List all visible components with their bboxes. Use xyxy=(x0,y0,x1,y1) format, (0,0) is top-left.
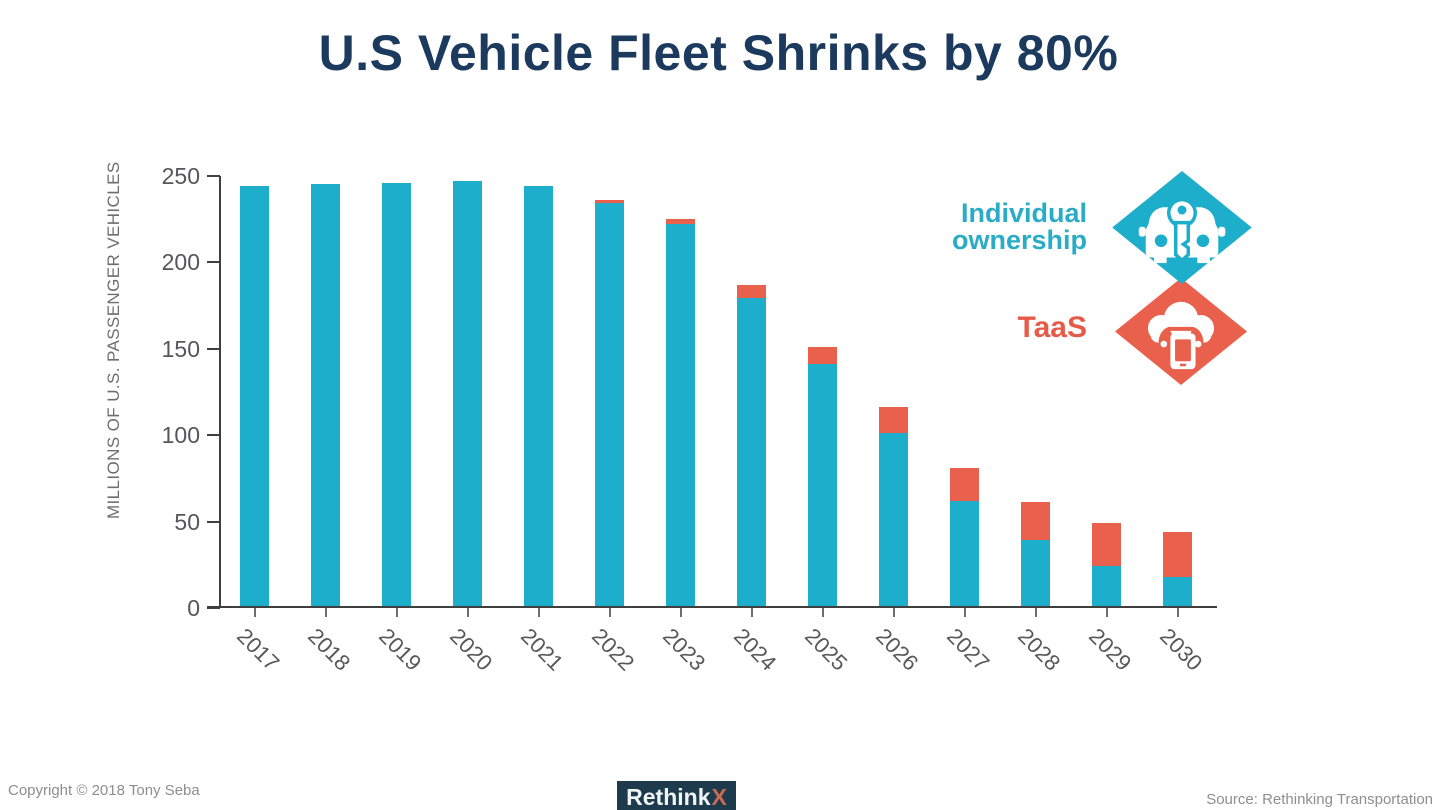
bar-2020-individual-ownership xyxy=(453,180,482,606)
bar-2026-individual-ownership xyxy=(879,433,908,606)
bar-2022-individual-ownership xyxy=(595,203,624,606)
x-tick-2025 xyxy=(821,608,824,617)
bar-2027-individual-ownership xyxy=(950,500,979,606)
x-tick-2023 xyxy=(679,608,682,617)
y-axis-title: MILLIONS OF U.S. PASSENGER VEHICLES xyxy=(104,161,123,520)
x-tick-2029 xyxy=(1105,608,1108,617)
x-tick-label-2030: 2030 xyxy=(1154,623,1207,676)
smartphone-icon xyxy=(1170,333,1196,370)
car-with-key-diamond-icon xyxy=(1112,171,1252,284)
y-tick-50 xyxy=(207,520,220,523)
x-tick-2026 xyxy=(892,608,895,617)
y-tick-200 xyxy=(207,261,220,264)
x-tick-2024 xyxy=(750,608,753,617)
bar-2027-taas xyxy=(950,467,979,501)
bar-2023-taas xyxy=(666,218,695,225)
y-axis-line xyxy=(219,176,221,608)
rethinkx-logo: Rethink X xyxy=(617,781,736,810)
y-tick-label-200: 200 xyxy=(161,249,200,276)
rethinkx-logo-x: X xyxy=(711,784,727,810)
bar-2030-taas xyxy=(1163,531,1192,577)
x-tick-2018 xyxy=(324,608,327,617)
legend-label-individual-ownership: Individual ownership xyxy=(951,198,1087,255)
bar-2029-individual-ownership xyxy=(1092,566,1121,606)
bar-2028-individual-ownership xyxy=(1021,540,1050,606)
key-icon xyxy=(1167,197,1197,263)
bar-2024-individual-ownership xyxy=(737,298,766,606)
y-tick-150 xyxy=(207,347,220,350)
y-tick-100 xyxy=(207,434,220,437)
x-tick-label-2026: 2026 xyxy=(870,623,923,676)
x-axis-line xyxy=(207,606,1217,608)
x-tick-2028 xyxy=(1034,608,1037,617)
plot-area: 0 50 100 150 200 250 2017 2018 2019 2020 2021 2022 2… xyxy=(162,163,1220,676)
source-text: Source: Rethinking Transportation xyxy=(1206,791,1433,808)
x-tick-label-2020: 2020 xyxy=(444,623,497,676)
x-tick-label-2019: 2019 xyxy=(373,623,426,676)
bar-2030-individual-ownership xyxy=(1163,576,1192,606)
bar-2028-taas xyxy=(1021,502,1050,541)
x-tick-label-2028: 2028 xyxy=(1012,623,1065,676)
x-tick-2017 xyxy=(253,608,256,617)
x-tick-2030 xyxy=(1176,608,1179,617)
x-tick-label-2021: 2021 xyxy=(515,623,568,676)
x-tick-label-2029: 2029 xyxy=(1083,623,1136,676)
x-tick-2020 xyxy=(466,608,469,617)
copyright-text: Copyright © 2018 Tony Seba xyxy=(8,782,200,799)
bar-2023-individual-ownership xyxy=(666,224,695,606)
bar-2029-taas xyxy=(1092,523,1121,567)
y-tick-label-50: 50 xyxy=(174,508,200,535)
x-tick-2021 xyxy=(537,608,540,617)
x-tick-2019 xyxy=(395,608,398,617)
x-tick-label-2018: 2018 xyxy=(302,623,355,676)
bar-2017-individual-ownership xyxy=(240,186,269,606)
bar-2021-individual-ownership xyxy=(524,186,553,606)
y-tick-label-150: 150 xyxy=(161,335,200,362)
y-tick-0 xyxy=(207,607,220,609)
x-tick-label-2023: 2023 xyxy=(657,623,710,676)
bar-2026-taas xyxy=(879,407,908,434)
x-tick-2027 xyxy=(963,608,966,617)
legend-label-taas: TaaS xyxy=(1017,311,1087,344)
x-tick-label-2022: 2022 xyxy=(586,623,639,676)
bar-2022-taas xyxy=(595,199,624,204)
cloud-car-phone-diamond-icon xyxy=(1114,278,1248,385)
x-tick-2022 xyxy=(608,608,611,617)
bar-2019-individual-ownership xyxy=(382,182,411,606)
x-tick-label-2025: 2025 xyxy=(799,623,852,676)
y-tick-label-250: 250 xyxy=(161,163,200,189)
rethinkx-logo-rethink: Rethink xyxy=(626,784,711,810)
y-tick-250 xyxy=(207,175,220,177)
bar-2018-individual-ownership xyxy=(311,184,340,606)
x-tick-label-2017: 2017 xyxy=(231,623,284,676)
x-tick-label-2024: 2024 xyxy=(728,623,781,676)
bar-2024-taas xyxy=(737,284,766,299)
x-tick-label-2027: 2027 xyxy=(941,623,994,676)
bar-2025-taas xyxy=(808,346,837,365)
y-tick-label-100: 100 xyxy=(161,422,200,449)
y-tick-label-0: 0 xyxy=(187,595,200,621)
bar-2025-individual-ownership xyxy=(808,364,837,606)
chart-title: U.S Vehicle Fleet Shrinks by 80% xyxy=(318,25,1119,81)
